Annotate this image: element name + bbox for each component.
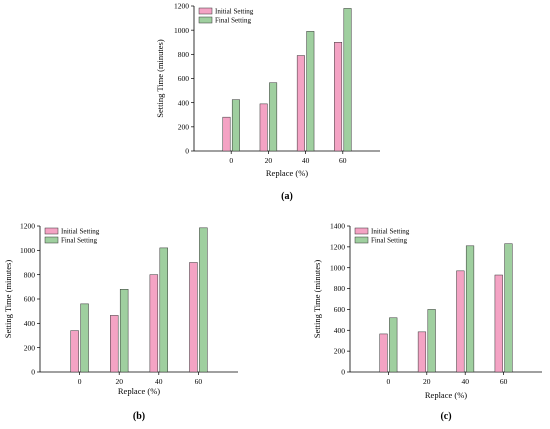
x-tick-label: 20 [265, 156, 273, 165]
x-tick-label: 40 [461, 377, 469, 386]
panel-label: (c) [440, 411, 451, 422]
y-tick-label: 200 [334, 347, 346, 356]
bar-final-setting [427, 309, 436, 373]
bar-initial-setting [417, 331, 427, 373]
bar-final-setting [343, 8, 352, 152]
y-tick-label: 400 [334, 326, 346, 335]
y-axis-label: Setting Time (minutes) [312, 260, 322, 339]
x-tick-label: 0 [387, 377, 391, 386]
x-tick-label: 20 [423, 377, 431, 386]
legend-swatch [44, 236, 59, 244]
y-tick-label: 0 [31, 368, 35, 377]
y-tick-label: 200 [24, 343, 36, 352]
y-tick-label: 600 [178, 74, 190, 83]
y-axis-label: Setting Time (minutes) [155, 39, 165, 118]
bar-initial-setting [149, 274, 159, 373]
bar-initial-setting [110, 315, 119, 373]
legend-swatch [354, 227, 369, 235]
x-tick-label: 20 [115, 377, 123, 386]
panel-label: (a) [281, 191, 293, 202]
bar-initial-setting [259, 103, 268, 152]
y-tick-label: 400 [24, 319, 36, 328]
y-tick-label: 1200 [330, 242, 345, 251]
y-tick-label: 600 [334, 305, 346, 314]
x-tick-label: 40 [302, 156, 310, 165]
y-tick-label: 1000 [20, 246, 35, 255]
bar-initial-setting [379, 333, 388, 373]
x-axis-label: Replace (%) [425, 390, 467, 400]
chart-panel: 0 200 400 600 800 1000 1200 0 20 40 60 Replace (%) S… [3, 222, 238, 396]
y-tick-label: 800 [24, 270, 36, 279]
x-tick-label: 0 [78, 377, 82, 386]
y-tick-label: 800 [178, 50, 190, 59]
x-axis-label: Replace (%) [118, 386, 160, 396]
y-tick-label: 400 [178, 98, 190, 107]
y-axis-label: Setting Time (minutes) [3, 260, 13, 339]
legend-swatch [198, 16, 213, 24]
panel-label: (b) [133, 411, 145, 422]
legend-label: Final Setting [61, 237, 97, 245]
bar-final-setting [504, 243, 513, 373]
legend-swatch [354, 236, 369, 244]
legend-label: Final Setting [371, 237, 407, 245]
bar-final-setting [159, 247, 168, 373]
y-tick-label: 1200 [174, 2, 189, 11]
bar-initial-setting [296, 55, 305, 152]
chart-panel: 0 200 400 600 800 1000 1200 0 20 40 60 Replace (%) S… [155, 2, 380, 178]
x-axis-label: Replace (%) [266, 168, 308, 178]
x-tick-label: 60 [195, 377, 203, 386]
bar-initial-setting [456, 270, 465, 373]
x-tick-label: 0 [229, 156, 233, 165]
bar-final-setting [119, 289, 129, 373]
bar-initial-setting [70, 330, 79, 373]
x-tick-label: 40 [155, 377, 163, 386]
bar-initial-setting [189, 262, 198, 373]
legend-swatch [44, 227, 59, 235]
bar-final-setting [389, 317, 398, 373]
y-tick-label: 1400 [330, 222, 345, 231]
y-tick-label: 200 [178, 122, 190, 131]
legend-label: Final Setting [215, 17, 251, 25]
y-tick-label: 800 [334, 284, 346, 293]
legend-label: Initial Setting [371, 228, 410, 236]
legend-swatch [198, 7, 213, 15]
bar-final-setting [231, 99, 240, 152]
y-tick-label: 0 [185, 147, 189, 156]
legend-label: Initial Setting [215, 8, 254, 16]
y-tick-label: 1000 [174, 26, 189, 35]
y-tick-label: 1000 [330, 263, 345, 272]
bar-initial-setting [334, 42, 343, 152]
bar-final-setting [199, 227, 208, 373]
y-tick-label: 600 [24, 295, 36, 304]
bar-final-setting [306, 31, 315, 152]
bar-final-setting [465, 245, 475, 373]
y-tick-label: 0 [341, 368, 345, 377]
bar-initial-setting [494, 274, 503, 373]
y-tick-label: 1200 [20, 222, 35, 231]
bar-final-setting [80, 303, 89, 373]
legend-label: Initial Setting [61, 228, 100, 236]
x-tick-label: 60 [500, 377, 508, 386]
x-tick-label: 60 [339, 156, 347, 165]
bar-initial-setting [222, 116, 231, 152]
chart-panel: 0 200 400 600 800 1000 1200 1400 0 20 40 60 Replace … [312, 222, 542, 400]
bar-final-setting [269, 82, 278, 152]
